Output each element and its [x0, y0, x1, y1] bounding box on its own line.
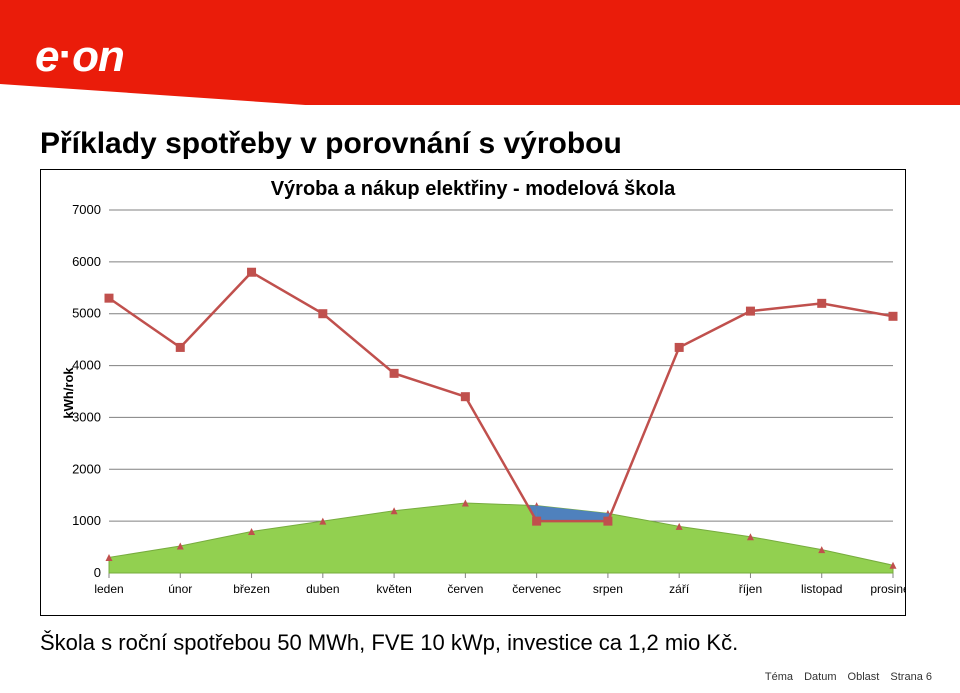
- svg-text:2000: 2000: [72, 461, 101, 476]
- chart-frame: Výroba a nákup elektřiny - modelová škol…: [40, 169, 906, 616]
- svg-text:srpen: srpen: [593, 582, 623, 596]
- svg-text:září: září: [669, 582, 690, 596]
- brand-header: e·on: [0, 0, 960, 105]
- header-wedge: [0, 84, 320, 106]
- brand-logo: e·on: [35, 32, 124, 82]
- footer-area: Oblast: [848, 671, 880, 683]
- svg-text:říjen: říjen: [739, 582, 762, 596]
- svg-text:červen: červen: [447, 582, 483, 596]
- brand-logo-text: e·on: [35, 32, 124, 81]
- svg-text:1000: 1000: [72, 513, 101, 528]
- svg-text:únor: únor: [168, 582, 192, 596]
- svg-text:květen: květen: [376, 582, 411, 596]
- svg-text:7000: 7000: [72, 202, 101, 217]
- svg-text:prosinec: prosinec: [870, 582, 905, 596]
- content-area: Příklady spotřeby v porovnání s výrobou …: [0, 105, 960, 656]
- footer-date: Datum: [804, 671, 836, 683]
- svg-text:0: 0: [94, 565, 101, 580]
- svg-text:listopad: listopad: [801, 582, 842, 596]
- svg-text:5000: 5000: [72, 306, 101, 321]
- svg-text:3000: 3000: [72, 409, 101, 424]
- footer-page: Strana 6: [890, 671, 932, 683]
- svg-text:4000: 4000: [72, 358, 101, 373]
- svg-text:březen: březen: [233, 582, 270, 596]
- svg-text:6000: 6000: [72, 254, 101, 269]
- chart-caption: Škola s roční spotřebou 50 MWh, FVE 10 k…: [40, 630, 920, 656]
- svg-text:duben: duben: [306, 582, 339, 596]
- page-title: Příklady spotřeby v porovnání s výrobou: [40, 127, 920, 161]
- page-footer: Téma Datum Oblast Strana 6: [757, 671, 932, 683]
- svg-text:leden: leden: [94, 582, 123, 596]
- footer-theme: Téma: [765, 671, 793, 683]
- chart-plot: 0 1000 2000 3000 4000 5000 6000 7000 leden únor bř…: [41, 170, 905, 615]
- svg-text:červenec: červenec: [512, 582, 561, 596]
